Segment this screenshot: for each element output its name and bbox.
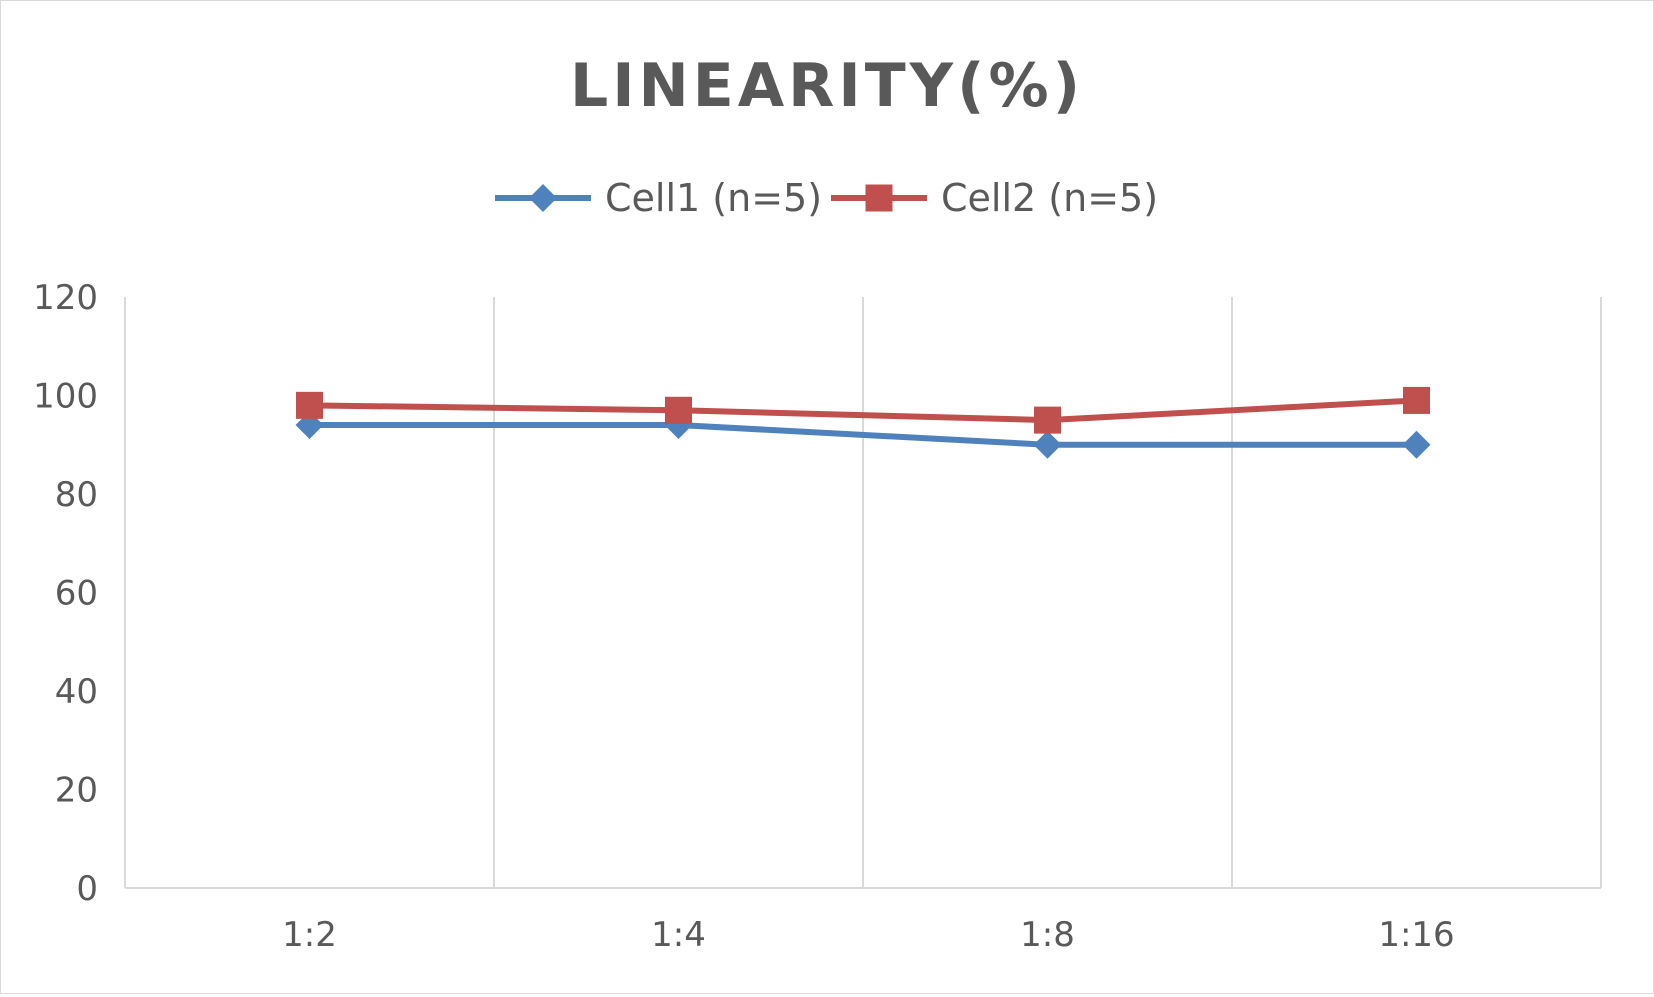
x-tick-label: 1:16 xyxy=(1378,915,1454,955)
chart-title: LINEARITY(%) xyxy=(570,51,1084,121)
y-tick-label: 40 xyxy=(55,672,98,712)
data-point xyxy=(1402,430,1431,459)
x-axis-ticks: 1:2 1:4 1:8 1:16 xyxy=(282,915,1455,955)
series-line xyxy=(309,397,1417,424)
legend-item: Cell2 (n=5) xyxy=(831,176,1158,220)
series-2 xyxy=(296,386,1430,434)
legend-marker xyxy=(529,184,557,212)
data-point xyxy=(1403,386,1430,414)
grid-lines xyxy=(124,297,1602,889)
y-tick-label: 60 xyxy=(55,574,98,614)
y-tick-label: 120 xyxy=(33,278,98,318)
x-tick-label: 1:2 xyxy=(282,915,337,955)
data-point xyxy=(1033,430,1062,459)
data-point xyxy=(296,391,323,419)
data-point xyxy=(1034,406,1061,434)
legend-label: Cell2 (n=5) xyxy=(941,176,1158,220)
legend-item: Cell1 (n=5) xyxy=(495,176,822,220)
series-line xyxy=(309,422,1417,448)
y-tick-label: 100 xyxy=(33,377,98,417)
y-axis-ticks: 0 20 40 60 80 100 120 xyxy=(33,278,98,909)
series-group xyxy=(295,386,1431,459)
x-tick-label: 1:4 xyxy=(651,915,706,955)
y-tick-label: 20 xyxy=(55,771,98,811)
y-tick-label: 0 xyxy=(76,869,98,909)
y-tick-label: 80 xyxy=(55,475,98,515)
data-point xyxy=(665,396,692,424)
x-tick-label: 1:8 xyxy=(1020,915,1075,955)
legend-marker xyxy=(865,184,893,212)
legend-label: Cell1 (n=5) xyxy=(605,176,822,220)
legend: Cell1 (n=5) Cell2 (n=5) xyxy=(495,176,1158,220)
